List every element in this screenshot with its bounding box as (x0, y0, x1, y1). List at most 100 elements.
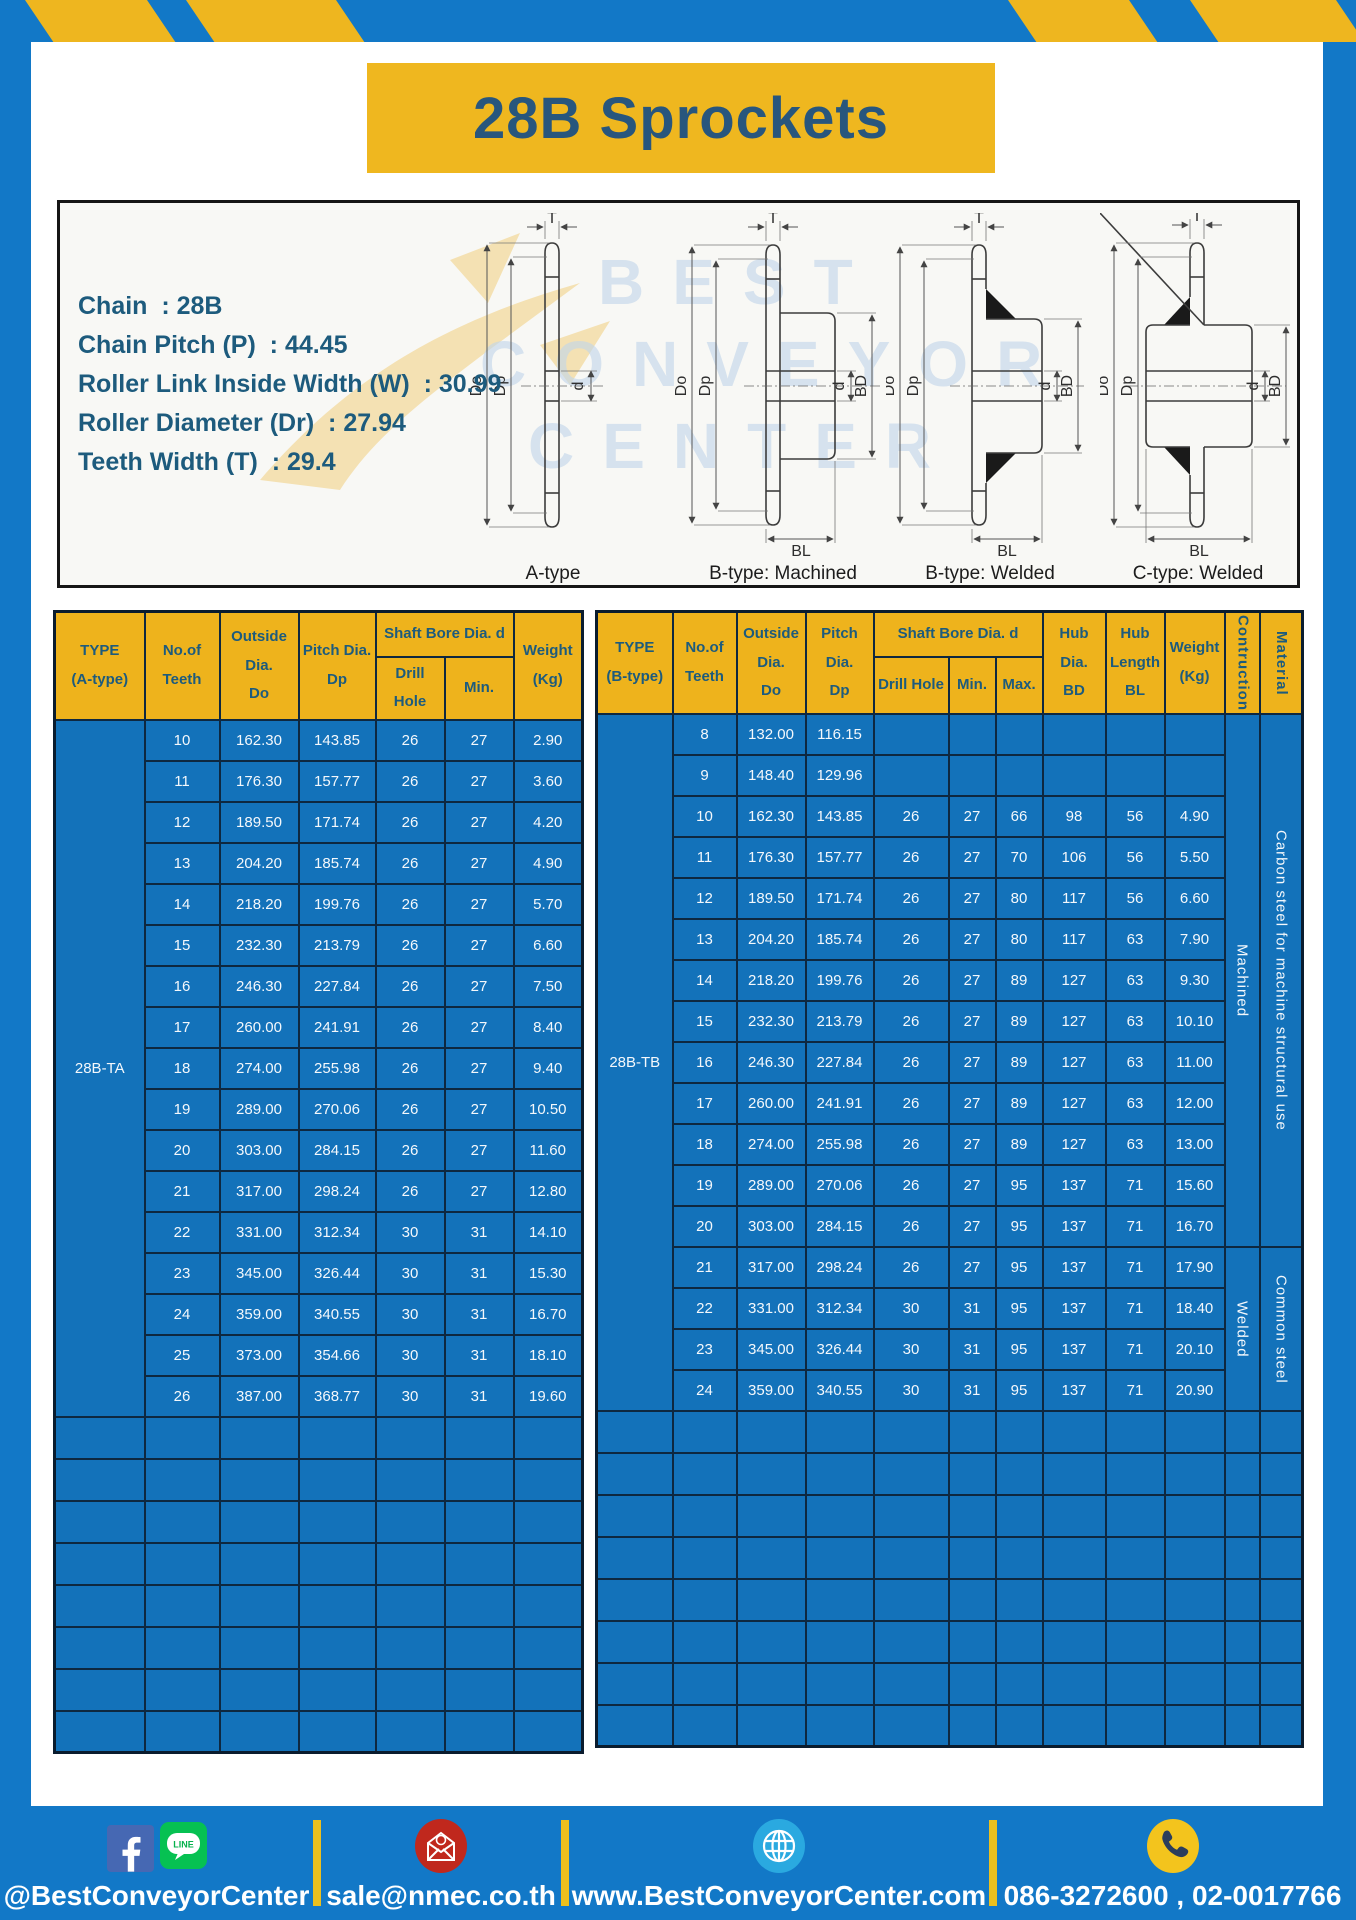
data-cell: 31 (443, 1374, 515, 1418)
empty-cell (512, 1583, 584, 1628)
data-cell: 27 (443, 759, 515, 803)
data-cell (872, 712, 950, 756)
data-cell: 255.98 (804, 1122, 875, 1166)
data-cell: 4.90 (512, 841, 584, 885)
empty-cell (1223, 1703, 1261, 1748)
empty-cell (443, 1667, 515, 1712)
data-cell: 26 (374, 1087, 446, 1131)
table-row: 11 176.30 157.77 26 27 70 106 56 5.50 (597, 835, 1303, 879)
empty-cell (512, 1541, 584, 1586)
data-cell: 143.85 (804, 794, 875, 838)
footer-divider (313, 1820, 321, 1906)
data-cell: 116.15 (804, 712, 875, 756)
footer-section-website: www.BestConveyorCenter.com (569, 1806, 989, 1920)
data-cell: 71 (1104, 1245, 1166, 1289)
data-cell: 127 (1041, 1122, 1107, 1166)
empty-cell (1258, 1661, 1304, 1706)
dim-label: BL (791, 543, 811, 558)
data-cell: 27 (443, 1046, 515, 1090)
col-header-teeth: No.of Teeth (143, 610, 221, 721)
data-cell: 204.20 (218, 841, 300, 885)
empty-cell (1163, 1535, 1226, 1580)
table-row: 21 317.00 298.24 26 27 12.80 (55, 1169, 584, 1213)
empty-cell (512, 1499, 584, 1544)
data-cell: 298.24 (297, 1169, 377, 1213)
empty-cell (1258, 1451, 1304, 1496)
empty-cell (297, 1541, 377, 1586)
data-cell: 26 (374, 923, 446, 967)
data-cell: 26 (143, 1374, 221, 1418)
construction-cell: Machined (1223, 712, 1261, 1248)
data-cell: 27 (443, 1169, 515, 1213)
empty-row (53, 1415, 584, 1460)
data-cell: 20.10 (1163, 1327, 1226, 1371)
data-cell: 11.00 (1163, 1040, 1226, 1084)
empty-cell (595, 1661, 674, 1706)
data-cell: 30 (374, 1292, 446, 1336)
data-cell: 17.90 (1163, 1245, 1226, 1289)
col-header-drill-hole: Drill Hole (374, 655, 446, 721)
material-cell: Carbon steel for machine structural use (1258, 712, 1304, 1248)
empty-cell (1223, 1619, 1261, 1664)
data-cell: 30 (374, 1210, 446, 1254)
empty-cell (1104, 1493, 1166, 1538)
empty-cell (218, 1499, 300, 1544)
data-cell: 373.00 (218, 1333, 300, 1377)
data-cell: 260.00 (218, 1005, 300, 1049)
data-cell: 12.80 (512, 1169, 584, 1213)
data-cell: 199.76 (804, 958, 875, 1002)
data-cell: 56 (1104, 835, 1166, 879)
data-cell: 157.77 (297, 759, 377, 803)
data-cell (947, 712, 997, 756)
top-decorative-band (0, 0, 1356, 42)
data-cell: 20.90 (1163, 1368, 1226, 1412)
data-cell: 241.91 (297, 1005, 377, 1049)
empty-cell (804, 1451, 875, 1496)
diagram-caption: A-type (525, 563, 581, 584)
data-cell: 204.20 (735, 917, 807, 961)
empty-cell (1163, 1703, 1226, 1748)
empty-cell (1104, 1409, 1166, 1454)
data-cell: 246.30 (735, 1040, 807, 1084)
empty-cell (947, 1409, 997, 1454)
data-cell: 137 (1041, 1163, 1107, 1207)
data-cell: 284.15 (297, 1128, 377, 1172)
data-cell: 30 (374, 1374, 446, 1418)
data-cell: 16 (143, 964, 221, 1008)
table-row: 16 246.30 227.84 26 27 7.50 (55, 964, 584, 1008)
empty-cell (1104, 1451, 1166, 1496)
data-cell: 30 (872, 1286, 950, 1330)
dim-label: d (1245, 382, 1262, 391)
table-b-type: TYPE (B-type) No.of Teeth Outside Dia. Do Pitch… (595, 610, 1305, 1749)
data-cell: 232.30 (735, 999, 807, 1043)
type-cell: 28B-TB (595, 712, 674, 1412)
data-cell (994, 712, 1044, 756)
data-cell: 7.90 (1163, 917, 1226, 961)
data-cell: 331.00 (218, 1210, 300, 1254)
data-cell: 199.76 (297, 882, 377, 926)
data-cell: 189.50 (735, 876, 807, 920)
table-row: 17 260.00 241.91 26 27 8.40 (55, 1005, 584, 1049)
diagram-a-type: Do Dp T d A-type (465, 213, 641, 585)
data-cell: 27 (947, 999, 997, 1043)
data-cell: 95 (994, 1204, 1044, 1248)
table-row: 28B-TA 10 162.30 143.85 26 27 2.90 (53, 718, 584, 1418)
empty-cell (804, 1619, 875, 1664)
empty-cell (443, 1583, 515, 1628)
empty-cell (53, 1415, 146, 1460)
footer-social-handle: @BestConveyorCenter (3, 1880, 310, 1911)
empty-cell (994, 1619, 1044, 1664)
table-row: 19 289.00 270.06 26 27 95 137 71 15.60 (597, 1163, 1303, 1207)
empty-cell (53, 1709, 146, 1754)
col-header-shaft-bore: Shaft Bore Dia. d (374, 610, 515, 658)
data-cell: 127 (1041, 1040, 1107, 1084)
diagram-b-type-welded: Do Dp T d BD (886, 213, 1094, 585)
empty-cell (1223, 1493, 1261, 1538)
table-row: 17 260.00 241.91 26 27 89 127 63 12.00 (597, 1081, 1303, 1125)
empty-row (595, 1619, 1304, 1664)
data-cell (1041, 712, 1107, 756)
data-cell: 10.10 (1163, 999, 1226, 1043)
empty-cell (947, 1703, 997, 1748)
data-cell: 232.30 (218, 923, 300, 967)
data-cell: 95 (994, 1327, 1044, 1371)
